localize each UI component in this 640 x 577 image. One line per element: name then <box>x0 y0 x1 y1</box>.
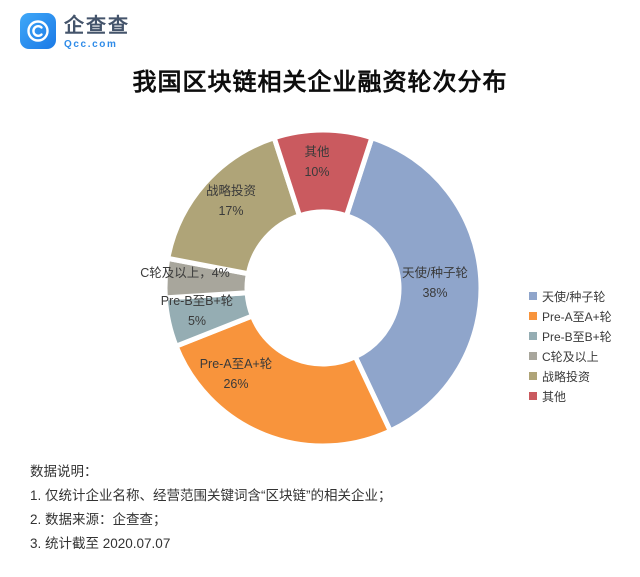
legend-item-C轮及以上: C轮及以上 <box>529 346 612 366</box>
legend-label: 天使/种子轮 <box>542 289 606 304</box>
chart-title: 我国区块链相关企业融资轮次分布 <box>132 69 508 96</box>
qcc-spiral-icon <box>20 13 56 49</box>
notes-heading: 数据说明： <box>30 464 98 479</box>
legend-swatch-icon <box>529 392 537 400</box>
legend-item-其他: 其他 <box>529 386 612 406</box>
legend-item-天使/种子轮: 天使/种子轮 <box>529 286 612 306</box>
note-line: 3. 统计截至 2020.07.07 <box>30 536 171 551</box>
legend-swatch-icon <box>529 352 537 360</box>
brand-domain: Qcc.com <box>64 39 118 50</box>
note-line: 2. 数据来源：企查查； <box>30 512 167 527</box>
donut-slice-其他 <box>271 127 375 219</box>
slice-label-c-round: C轮及以上，4% <box>140 266 230 280</box>
legend-item-Pre-B至B+轮: Pre-B至B+轮 <box>529 326 612 346</box>
legend-item-战略投资: 战略投资 <box>529 366 612 386</box>
legend-label: 其他 <box>542 389 567 404</box>
qcc-logo: 企查查 Qcc.com <box>20 13 130 50</box>
legend-swatch-icon <box>529 292 537 300</box>
chart-legend: 天使/种子轮 Pre-A至A+轮 Pre-B至B+轮 C轮及以上战略投资其他 <box>529 286 612 406</box>
brand-name: 企查查 <box>64 15 130 37</box>
slice-label-strategic: 战略投资 17% <box>205 184 257 218</box>
donut-slice-天使/种子轮 <box>343 134 484 435</box>
slice-label-other: 其他 10% <box>304 145 330 179</box>
donut-slice-Pre-A至A+轮 <box>172 312 394 449</box>
legend-swatch-icon <box>529 312 537 320</box>
legend-label: 战略投资 <box>542 369 591 384</box>
slice-label-angel-seed: 天使/种子轮 38% <box>402 266 468 300</box>
legend-item-Pre-A至A+轮: Pre-A至A+轮 <box>529 306 612 326</box>
legend-label: Pre-B至B+轮 <box>542 329 612 344</box>
legend-label: C轮及以上 <box>542 349 599 364</box>
slice-label-pre-a: Pre-A至A+轮 26% <box>199 357 273 391</box>
legend-swatch-icon <box>529 332 537 340</box>
slice-label-pre-b: Pre-B至B+轮 5% <box>160 294 234 328</box>
donut-slice-战略投资 <box>164 134 303 277</box>
legend-label: Pre-A至A+轮 <box>542 309 612 324</box>
data-notes: 数据说明： 1. 仅统计企业名称、经营范围关键词含“区块链”的相关企业； 2. … <box>30 460 392 556</box>
note-line: 1. 仅统计企业名称、经营范围关键词含“区块链”的相关企业； <box>30 488 392 503</box>
legend-swatch-icon <box>529 372 537 380</box>
